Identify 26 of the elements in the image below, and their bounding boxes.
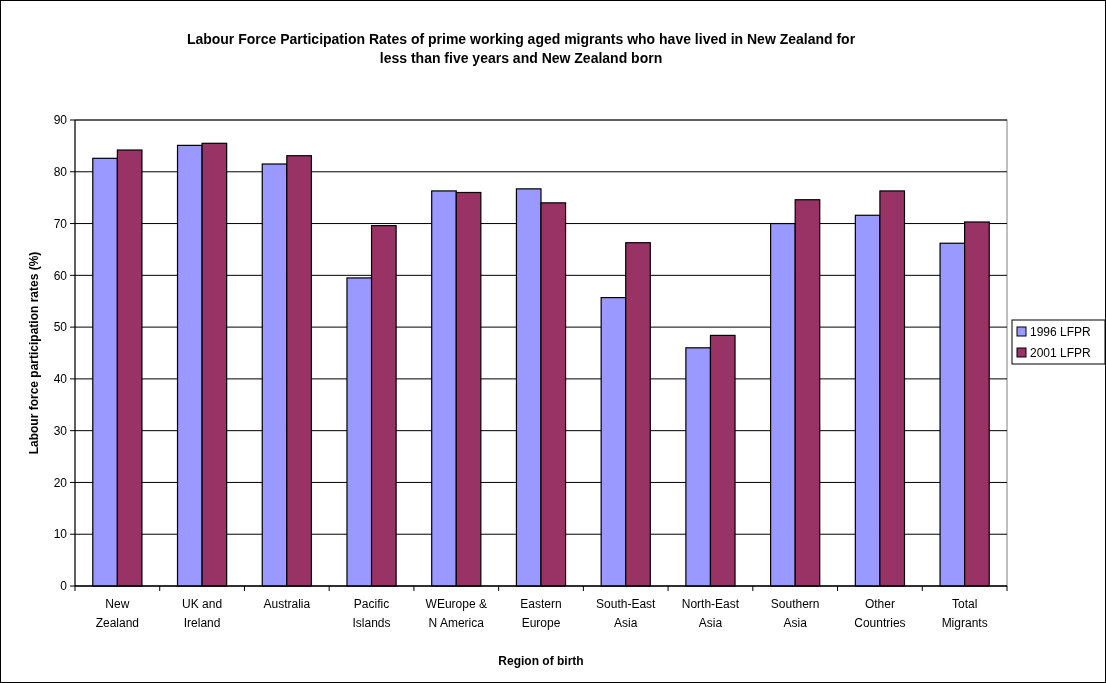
x-tick-label: Australia	[263, 597, 311, 611]
x-tick-label: UK and Ireland	[182, 597, 223, 630]
y-axis-title: Labour force participation rates (%)	[27, 251, 41, 455]
legend-label: 1996 LFPR	[1030, 325, 1092, 340]
x-tick-label: South-East Asia	[596, 597, 657, 630]
y-tick-label: 90	[53, 113, 68, 128]
x-tick-label: Total Migrants	[941, 597, 988, 630]
x-tick-label: Southern Asia	[770, 597, 820, 630]
y-tick-label: 0	[60, 579, 68, 594]
y-tick-label: 10	[53, 527, 68, 542]
y-tick-label: 40	[53, 372, 68, 387]
x-tick-label: Pacific Islands	[352, 597, 391, 630]
x-tick-label: New Zealand	[95, 597, 140, 630]
x-tick-label: Other Countries	[854, 597, 906, 630]
chart-title: Labour Force Participation Rates of prime working aged migrants who have lived in New Zealand for less than five years and New Zealand born	[186, 31, 856, 66]
y-tick-label: 70	[53, 216, 68, 231]
y-tick-label: 30	[53, 423, 68, 438]
y-tick-label: 50	[53, 320, 68, 335]
y-tick-label: 60	[53, 268, 68, 283]
y-tick-label: 80	[53, 164, 68, 179]
y-tick-label: 20	[53, 475, 68, 490]
legend-label: 2001 LFPR	[1030, 346, 1092, 361]
x-axis-title: Region of birth	[498, 654, 584, 668]
x-tick-label: Eastern Europe	[520, 597, 562, 630]
x-tick-label: North-East Asia	[681, 597, 740, 630]
x-tick-label: WEurope & N America	[425, 597, 487, 630]
